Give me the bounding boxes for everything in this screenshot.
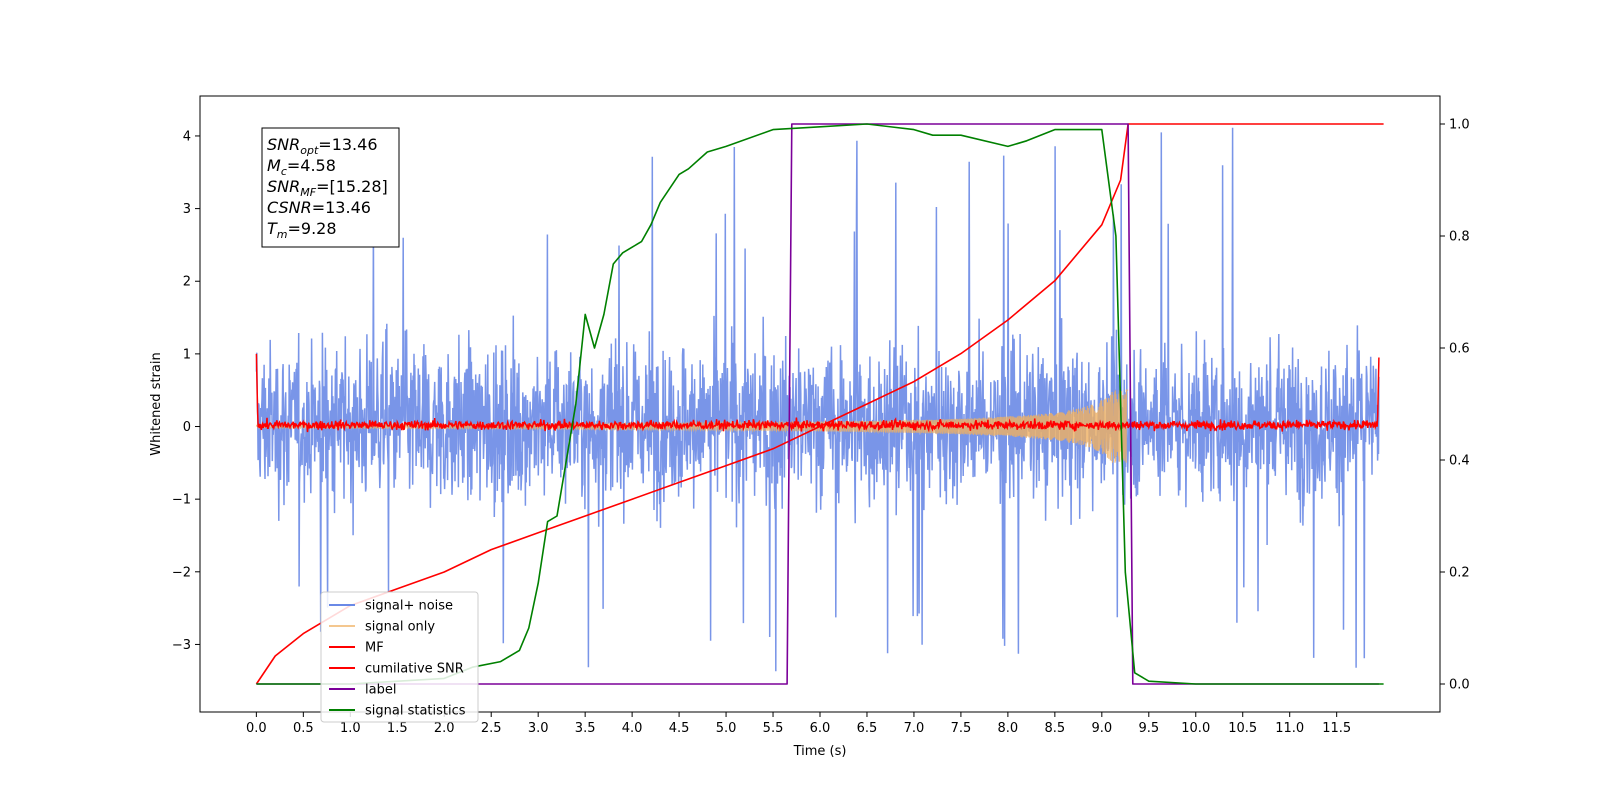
x-tick-label: 8.5	[1045, 721, 1066, 736]
x-tick-label: 7.0	[904, 721, 925, 736]
annotation-line: SNRopt=13.46	[267, 135, 378, 157]
y2-tick-label: 0.6	[1449, 342, 1470, 357]
x-tick-label: 9.0	[1091, 721, 1112, 736]
y-tick-label: −2	[172, 565, 191, 580]
x-tick-label: 0.5	[293, 721, 314, 736]
y-tick-label: −3	[172, 638, 191, 653]
legend-label: cumilative SNR	[365, 662, 464, 677]
x-tick-label: 2.5	[481, 721, 502, 736]
legend-label: signal statistics	[365, 704, 466, 719]
annotation-line: Mc=4.58	[267, 156, 336, 178]
series-signal-noise-line	[255, 127, 1380, 672]
x-tick-label: 9.5	[1138, 721, 1159, 736]
x-tick-label: 11.0	[1275, 721, 1304, 736]
x-tick-label: 6.0	[810, 721, 831, 736]
y-tick-label: 3	[183, 202, 191, 217]
legend-label: signal only	[365, 620, 435, 635]
x-tick-label: 0.0	[246, 721, 267, 736]
x-tick-label: 4.0	[622, 721, 643, 736]
y2-tick-label: 1.0	[1449, 118, 1470, 133]
x-tick-label: 6.5	[857, 721, 878, 736]
y-tick-label: −1	[172, 493, 191, 508]
annotation-line: CSNR=13.46	[267, 198, 371, 217]
axis-ticks: 0.0 0.5 1.0 1.5 2.0 2.5 3.0 3.5 4.0 4.5 5.0 5.5 6.0 6…	[172, 118, 1470, 737]
x-tick-label: 10.5	[1228, 721, 1257, 736]
y2-tick-label: 0.0	[1449, 678, 1470, 693]
x-tick-label: 5.5	[763, 721, 784, 736]
x-tick-label: 2.0	[434, 721, 455, 736]
y2-tick-label: 0.8	[1449, 230, 1470, 245]
y-tick-label: 4	[183, 129, 191, 144]
series-label-line	[256, 123, 1379, 685]
y2-tick-label: 0.2	[1449, 566, 1470, 581]
y-tick-label: 1	[183, 347, 191, 362]
legend-label: label	[365, 683, 396, 698]
x-tick-label: 4.5	[669, 721, 690, 736]
x-tick-label: 11.5	[1322, 721, 1351, 736]
y-tick-label: 0	[183, 420, 191, 435]
x-tick-label: 8.0	[998, 721, 1019, 736]
x-tick-label: 10.0	[1181, 721, 1210, 736]
x-tick-label: 1.5	[387, 721, 408, 736]
legend-frame	[320, 591, 479, 723]
annotation-box: SNRopt=13.46Mc=4.58SNRMF=[15.28]CSNR=13.…	[261, 127, 400, 248]
x-tick-label: 3.5	[575, 721, 596, 736]
legend: signal+ noise signal only MF cumilative SNR…	[320, 591, 479, 723]
x-axis-label: Time (s)	[793, 744, 847, 759]
x-tick-label: 3.0	[528, 721, 549, 736]
legend-label: MF	[365, 641, 384, 656]
y-axis-label: Whitened strain	[149, 352, 164, 455]
x-tick-label: 1.0	[340, 721, 361, 736]
series-signal-statistics-line	[256, 123, 1384, 685]
annotation-line: Tm=9.28	[267, 219, 337, 241]
annotation-frame	[261, 127, 400, 248]
y-tick-label: 2	[183, 275, 191, 290]
y2-tick-label: 0.4	[1449, 454, 1470, 469]
x-tick-label: 7.5	[951, 721, 972, 736]
annotation-line: SNRMF=[15.28]	[267, 177, 388, 199]
legend-label: signal+ noise	[365, 599, 453, 614]
x-tick-label: 5.0	[716, 721, 737, 736]
